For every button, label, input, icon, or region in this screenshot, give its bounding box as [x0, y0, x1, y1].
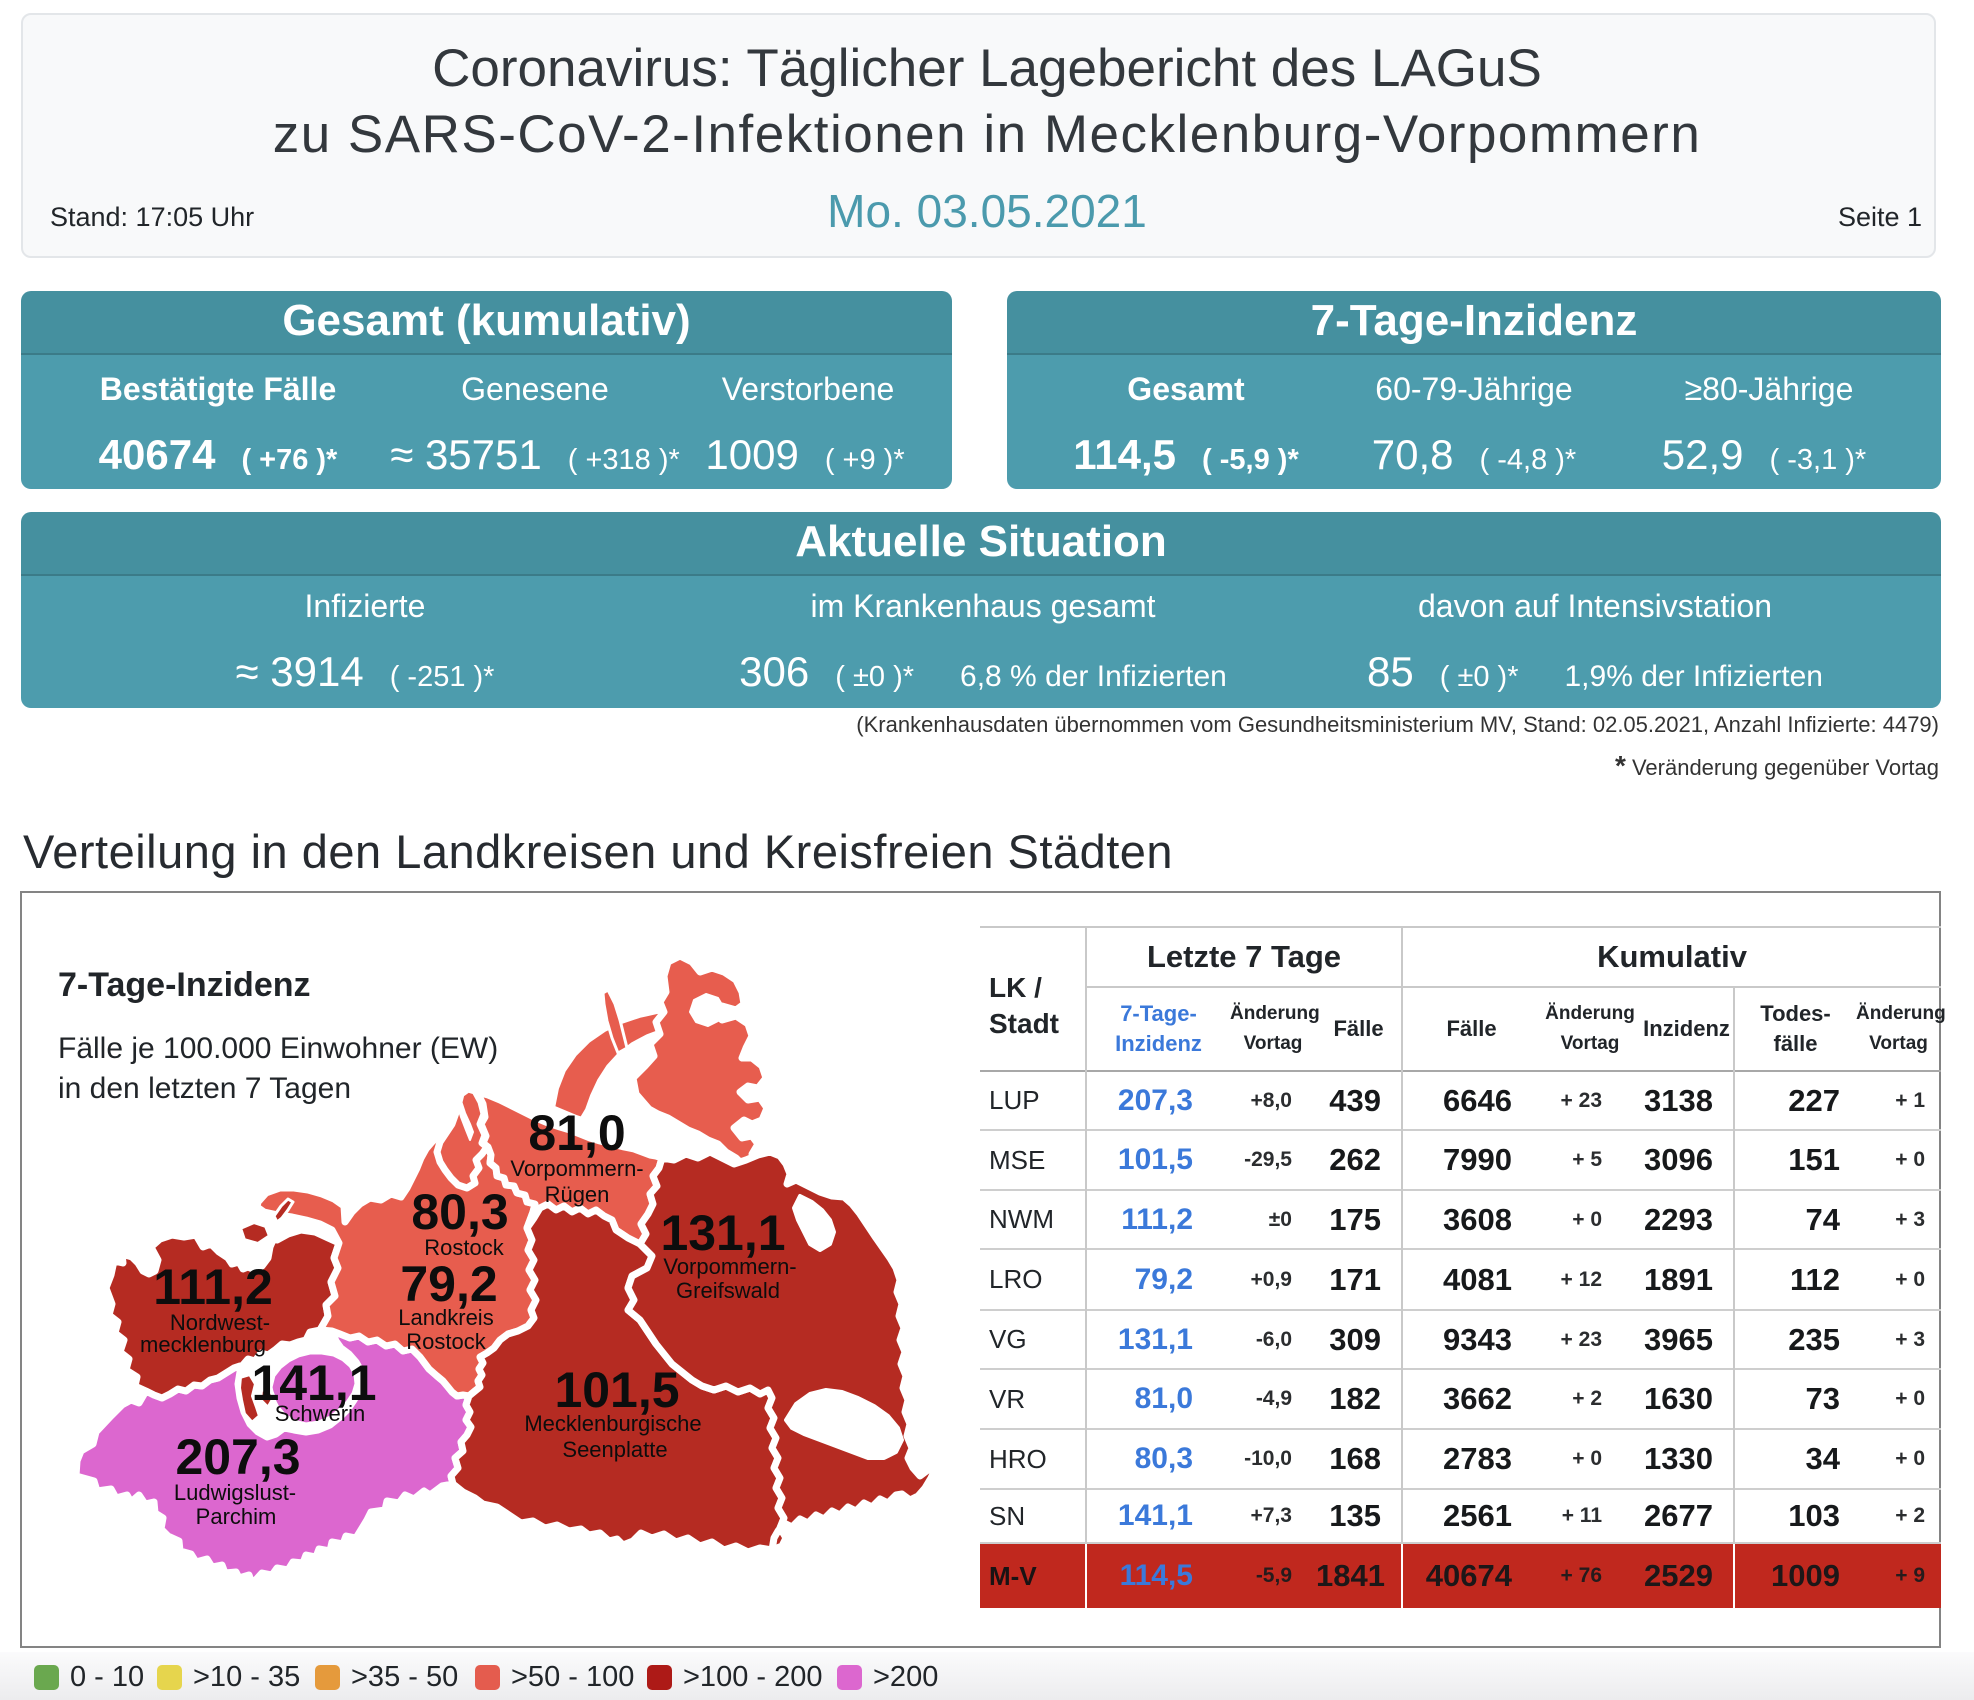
- svg-text:Rostock: Rostock: [424, 1235, 504, 1260]
- svg-text:Landkreis: Landkreis: [398, 1305, 493, 1330]
- svg-text:Schwerin: Schwerin: [275, 1401, 365, 1426]
- svg-text:Nordwest-: Nordwest-: [170, 1310, 270, 1335]
- svg-text:Parchim: Parchim: [196, 1504, 277, 1529]
- svg-text:Ludwigslust-: Ludwigslust-: [174, 1480, 296, 1505]
- svg-text:80,3: 80,3: [411, 1184, 508, 1240]
- svg-text:Rostock: Rostock: [406, 1329, 486, 1354]
- svg-text:Vorpommern-: Vorpommern-: [663, 1254, 796, 1279]
- svg-text:Rügen: Rügen: [545, 1182, 610, 1207]
- svg-text:Mecklenburgische: Mecklenburgische: [524, 1411, 701, 1436]
- svg-text:Seenplatte: Seenplatte: [562, 1437, 667, 1462]
- svg-text:Vorpommern-: Vorpommern-: [510, 1156, 643, 1181]
- svg-text:131,1: 131,1: [660, 1205, 785, 1261]
- svg-text:mecklenburg: mecklenburg: [140, 1332, 266, 1357]
- svg-text:141,1: 141,1: [251, 1355, 376, 1411]
- svg-text:79,2: 79,2: [400, 1256, 497, 1312]
- svg-text:207,3: 207,3: [175, 1429, 300, 1485]
- svg-text:101,5: 101,5: [554, 1362, 679, 1418]
- svg-text:111,2: 111,2: [153, 1259, 273, 1315]
- svg-text:81,0: 81,0: [528, 1105, 625, 1161]
- svg-text:Greifswald: Greifswald: [676, 1278, 780, 1303]
